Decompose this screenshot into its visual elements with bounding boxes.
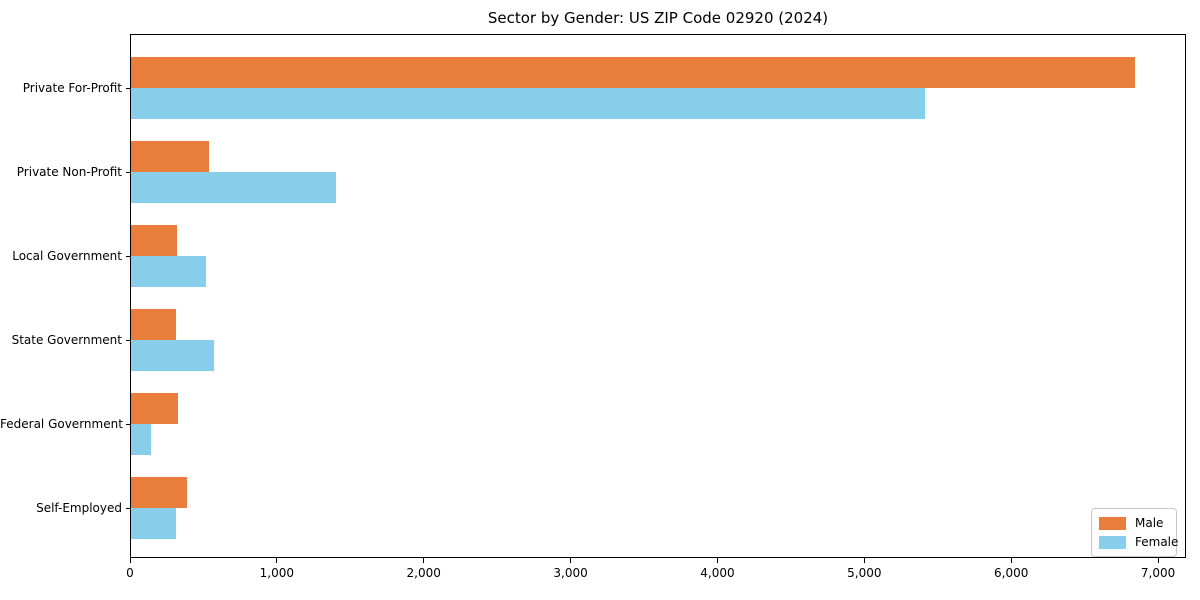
- x-tick-2000: [423, 558, 425, 563]
- x-tick-label-7000: 7,000: [1140, 566, 1176, 580]
- y-tick-state-government: [126, 340, 130, 341]
- x-tick-label-6000: 6,000: [994, 566, 1029, 580]
- x-tick-label-2000: 2,000: [406, 566, 441, 580]
- x-tick-label-3000: 3,000: [553, 566, 588, 580]
- y-axis-label-private-for-profit: Private For-Profit: [22, 81, 122, 95]
- x-tick-label-0: 0: [126, 566, 134, 580]
- y-axis-label-self-employed: Self-Employed: [36, 501, 122, 515]
- y-tick-local-government: [126, 256, 130, 257]
- legend-swatch-female: [1099, 535, 1126, 549]
- x-tick-5000: [863, 558, 865, 563]
- chart-title: Sector by Gender: US ZIP Code 02920 (202…: [487, 9, 829, 27]
- y-tick-federal-government: [126, 424, 130, 425]
- y-tick-private-for-profit: [126, 88, 130, 89]
- y-axis-label-private-non-profit: Private Non-Profit: [16, 165, 122, 179]
- y-axis-label-local-government: Local Government: [12, 249, 122, 263]
- bar-male-private-non-profit: [131, 141, 210, 172]
- x-tick-3000: [570, 558, 572, 563]
- bar-male-federal-government: [131, 393, 179, 424]
- y-axis-label-federal-government: Federal Government: [0, 417, 123, 431]
- legend-entry-female: Female: [1099, 535, 1178, 549]
- legend-label-female: Female: [1135, 535, 1179, 549]
- legend-swatch-male: [1099, 516, 1126, 530]
- x-tick-1000: [276, 558, 278, 563]
- legend: Male Female: [1091, 508, 1178, 557]
- bar-female-state-government: [131, 340, 214, 371]
- y-axis-label-state-government: State Government: [11, 333, 122, 347]
- bar-female-federal-government: [131, 424, 151, 455]
- legend-label-male: Male: [1135, 516, 1164, 530]
- plot-area: [130, 34, 1186, 558]
- bar-male-private-for-profit: [131, 57, 1136, 88]
- x-tick-label-4000: 4,000: [700, 566, 735, 580]
- bar-female-private-for-profit: [131, 88, 925, 119]
- bar-male-state-government: [131, 309, 177, 340]
- x-tick-4000: [716, 558, 718, 563]
- bar-male-self-employed: [131, 477, 188, 508]
- x-tick-label-5000: 5,000: [847, 566, 882, 580]
- x-tick-0: [129, 558, 131, 563]
- x-tick-7000: [1157, 558, 1159, 563]
- legend-entry-male: Male: [1099, 516, 1169, 530]
- bar-male-local-government: [131, 225, 177, 256]
- bar-female-self-employed: [131, 508, 176, 539]
- x-tick-label-1000: 1,000: [259, 566, 295, 580]
- bar-female-private-non-profit: [131, 172, 336, 203]
- y-tick-private-non-profit: [126, 172, 130, 173]
- y-tick-self-employed: [126, 508, 130, 509]
- bar-female-local-government: [131, 256, 207, 287]
- x-tick-6000: [1010, 558, 1012, 563]
